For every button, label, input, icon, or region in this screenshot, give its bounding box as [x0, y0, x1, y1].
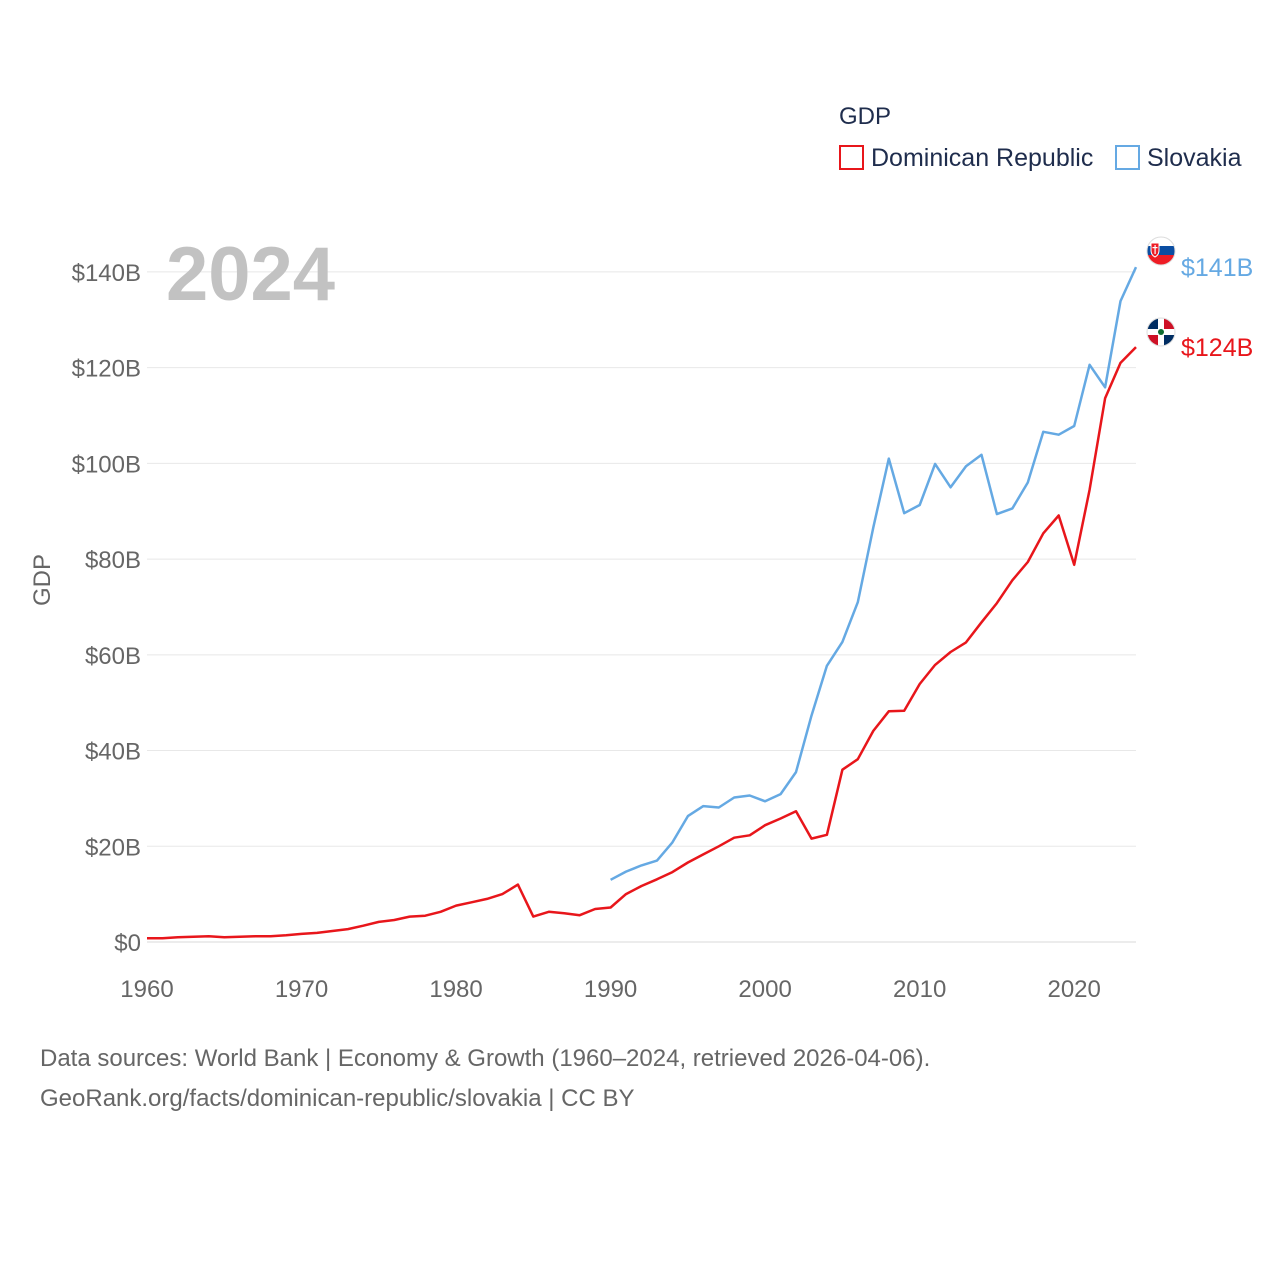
footer-sources: Data sources: World Bank | Economy & Gro… [40, 1045, 931, 1072]
legend-item-dominican-republic[interactable]: Dominican Republic [839, 144, 1093, 172]
x-tick-label: 1990 [584, 976, 637, 1003]
legend-swatch-dominican-republic [839, 145, 864, 170]
y-tick-label: $120B [72, 356, 141, 383]
legend-label-dominican-republic: Dominican Republic [871, 144, 1093, 172]
y-tick-label: $60B [85, 643, 141, 670]
x-tick-label: 1960 [120, 976, 173, 1003]
y-tick-label: $20B [85, 834, 141, 861]
y-tick-label: $0 [114, 930, 141, 957]
gridlines [147, 271, 1136, 943]
series-line-slovakia [610, 266, 1138, 881]
y-axis-ticks: $0 $20B $40B $60B $80B $100B $120B $140B [72, 260, 141, 957]
year-display: 2024 [166, 232, 335, 317]
series-lines [147, 266, 1138, 940]
end-labels: $124B $141B [1181, 254, 1253, 362]
x-tick-label: 1980 [429, 976, 482, 1003]
legend-label-slovakia: Slovakia [1147, 144, 1242, 172]
dominican-republic-flag-icon [1146, 317, 1176, 347]
x-tick-label: 2000 [738, 976, 791, 1003]
y-tick-label: $140B [72, 260, 141, 287]
end-label-slovakia: $141B [1181, 254, 1253, 282]
footer-link[interactable]: GeoRank.org/facts/dominican-republic/slo… [40, 1085, 635, 1112]
x-axis-ticks: 1960 1970 1980 1990 2000 2010 2020 [120, 976, 1101, 1003]
x-tick-label: 1970 [275, 976, 328, 1003]
y-axis-label: GDP [29, 554, 56, 606]
end-label-dominican-republic: $124B [1181, 334, 1253, 362]
slovakia-flag-icon [1146, 236, 1176, 266]
x-tick-label: 2010 [893, 976, 946, 1003]
y-tick-label: $40B [85, 739, 141, 766]
legend-item-slovakia[interactable]: Slovakia [1115, 144, 1242, 172]
legend-title: GDP [839, 103, 891, 130]
y-tick-label: $80B [85, 547, 141, 574]
x-tick-label: 2020 [1047, 976, 1100, 1003]
series-line-dominican-republic [147, 346, 1137, 940]
legend-swatch-slovakia [1115, 145, 1140, 170]
y-tick-label: $100B [72, 451, 141, 478]
